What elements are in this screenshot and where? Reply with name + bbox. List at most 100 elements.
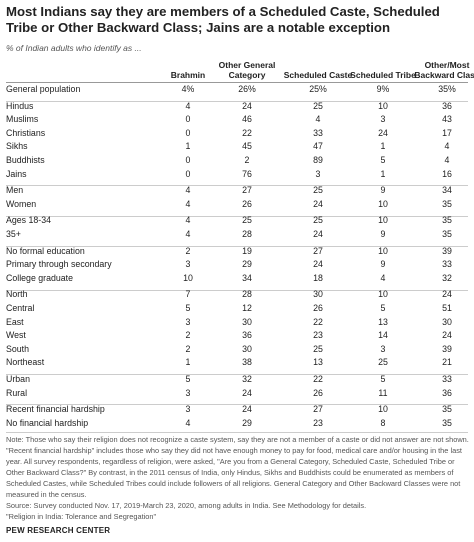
cell: 36 bbox=[442, 387, 452, 398]
cell: 4 bbox=[185, 100, 191, 111]
cell: 10 bbox=[378, 198, 388, 209]
cell: 4 bbox=[185, 198, 191, 209]
row-label: Central bbox=[6, 303, 35, 313]
group-rule bbox=[6, 404, 468, 406]
cell: 38 bbox=[242, 357, 252, 368]
cell: 36 bbox=[442, 100, 452, 111]
cell: 32 bbox=[242, 374, 252, 384]
cell: 3 bbox=[380, 343, 386, 354]
cell: 1 bbox=[185, 357, 191, 368]
cell: 5 bbox=[380, 374, 386, 384]
cell: 19 bbox=[242, 245, 252, 256]
cell: 4 bbox=[444, 141, 450, 152]
group-rule bbox=[6, 374, 468, 376]
note-line: Note: Those who say their religion does … bbox=[6, 435, 469, 444]
cell: 89 bbox=[313, 155, 323, 165]
cell: 22 bbox=[313, 374, 323, 384]
group-rule bbox=[6, 185, 468, 187]
cell: 27 bbox=[242, 185, 252, 196]
cell: 39 bbox=[442, 245, 452, 256]
cell: 46 bbox=[242, 114, 252, 125]
cell: 9 bbox=[380, 259, 386, 270]
cell: 18 bbox=[313, 272, 323, 283]
row-label: General population bbox=[6, 84, 81, 94]
row-label: Sikhs bbox=[6, 141, 28, 152]
cell: 28 bbox=[242, 289, 252, 300]
row-label: College graduate bbox=[6, 272, 74, 283]
cell: 24 bbox=[313, 259, 323, 270]
cell: 24 bbox=[313, 229, 323, 239]
row-label: Hindus bbox=[6, 100, 34, 111]
cell: 35 bbox=[442, 198, 452, 209]
row-label: Recent financial hardship bbox=[6, 404, 105, 415]
row-label: No formal education bbox=[6, 245, 85, 256]
title: Most Indians say they are members of a S… bbox=[6, 4, 440, 35]
cell: 76 bbox=[242, 168, 252, 179]
cell: 10 bbox=[183, 272, 193, 283]
cell: 3 bbox=[185, 259, 191, 270]
cell: 4 bbox=[444, 155, 450, 165]
cell: 35% bbox=[438, 84, 456, 94]
cell: 26% bbox=[238, 84, 256, 94]
cell: 2 bbox=[185, 330, 191, 341]
cell: 34 bbox=[442, 185, 452, 196]
row-label: Primary through secondary bbox=[6, 259, 112, 270]
note-line: "Recent financial hardship" includes tho… bbox=[6, 446, 462, 455]
cell: 2 bbox=[185, 245, 191, 256]
cell: 33 bbox=[442, 259, 452, 270]
cell: 30 bbox=[442, 316, 452, 327]
cell: 10 bbox=[378, 215, 388, 226]
cell: 11 bbox=[378, 387, 388, 398]
cell: 0 bbox=[185, 155, 191, 165]
notes-rule bbox=[6, 432, 468, 433]
cell: 21 bbox=[442, 357, 452, 368]
subtitle: % of Indian adults who identify as ... bbox=[6, 43, 142, 53]
row-label: No financial hardship bbox=[6, 417, 89, 428]
cell: 13 bbox=[378, 316, 388, 327]
cell: 24 bbox=[242, 387, 252, 398]
note-line: year. All survey respondents, regardless… bbox=[6, 457, 455, 466]
cell: 13 bbox=[313, 357, 323, 368]
cell: 14 bbox=[378, 330, 388, 341]
cell: 26 bbox=[242, 198, 252, 209]
cell: 3 bbox=[380, 114, 386, 125]
cell: 12 bbox=[242, 303, 252, 313]
row-label: North bbox=[6, 289, 28, 300]
note-line: Source: Survey conducted Nov. 17, 2019-M… bbox=[6, 501, 367, 510]
column-header: Scheduled Caste bbox=[283, 70, 353, 80]
column-header: Other General Category bbox=[218, 60, 276, 80]
cell: 1 bbox=[380, 168, 386, 179]
cell: 0 bbox=[185, 127, 191, 138]
cell: 25 bbox=[313, 215, 323, 226]
row-label: 35+ bbox=[6, 229, 21, 239]
cell: 4 bbox=[380, 272, 386, 283]
note-line: Other Backward Class?" By contrast, in t… bbox=[6, 468, 454, 477]
row-label: Buddhists bbox=[6, 155, 45, 165]
cell: 4 bbox=[185, 229, 191, 239]
cell: 35 bbox=[442, 417, 452, 428]
cell: 4% bbox=[181, 84, 195, 94]
cell: 26 bbox=[313, 303, 323, 313]
note-line: "Religion in India: Tolerance and Segreg… bbox=[6, 512, 157, 521]
cell: 33 bbox=[442, 374, 452, 384]
cell: 24 bbox=[378, 127, 388, 138]
cell: 35 bbox=[442, 215, 452, 226]
cell: 35 bbox=[442, 229, 452, 239]
cell: 29 bbox=[242, 259, 252, 270]
cell: 36 bbox=[242, 330, 252, 341]
cell: 3 bbox=[185, 316, 191, 327]
cell: 4 bbox=[315, 114, 321, 125]
group-rule bbox=[6, 289, 468, 291]
cell: 33 bbox=[313, 127, 323, 138]
cell: 9% bbox=[376, 84, 390, 94]
cell: 4 bbox=[185, 215, 191, 226]
cell: 24 bbox=[313, 198, 323, 209]
cell: 10 bbox=[378, 100, 388, 111]
cell: 5 bbox=[185, 303, 191, 313]
cell: 22 bbox=[313, 316, 323, 327]
cell: 25 bbox=[313, 343, 323, 354]
group-rule bbox=[6, 215, 468, 217]
cell: 8 bbox=[380, 417, 386, 428]
column-header: Scheduled Tribe bbox=[350, 70, 416, 80]
